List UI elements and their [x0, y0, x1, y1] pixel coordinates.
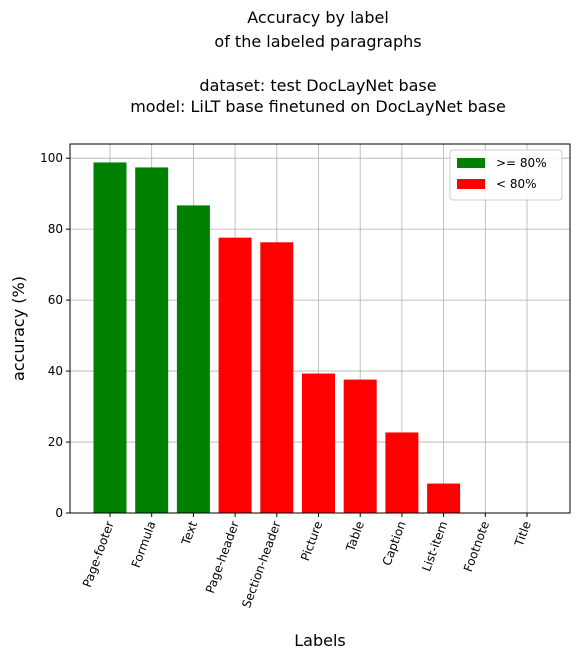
y-axis-label: accuracy (%)	[9, 276, 28, 381]
bar-picture	[302, 373, 335, 513]
legend: >= 80% < 80%	[449, 149, 563, 201]
bar-text	[176, 205, 210, 514]
x-axis-label: Labels	[294, 631, 346, 650]
bar-caption	[385, 432, 419, 513]
y-tick-label: 100	[40, 151, 63, 165]
y-tick-label: 0	[55, 506, 63, 520]
bar-formula	[135, 167, 169, 514]
bar-table	[343, 379, 377, 513]
y-tick-label: 60	[48, 293, 63, 307]
y-tick-label: 80	[48, 222, 63, 236]
x-tick-label: Section-header	[239, 519, 283, 610]
legend-label: < 80%	[496, 177, 537, 191]
x-tick-label: Table	[343, 519, 367, 554]
plot-frame	[69, 143, 571, 514]
chart-subtitle-model: model: LiLT base finetuned on DocLayNet …	[130, 97, 506, 116]
legend-swatch	[457, 158, 485, 168]
legend-label: >= 80%	[496, 156, 547, 170]
chart-title: Accuracy by label of the labeled paragra…	[130, 8, 506, 116]
chart-subtitle-dataset: dataset: test DocLayNet base	[199, 76, 436, 95]
chart-title-line-2: of the labeled paragraphs	[214, 32, 421, 51]
legend-swatch	[457, 179, 485, 189]
x-tick-label: Title	[512, 519, 534, 549]
x-tick-label: Formula	[129, 519, 159, 569]
x-tick-label: Text	[178, 519, 200, 548]
bar-page-footer	[93, 162, 127, 513]
chart-title-line-1: Accuracy by label	[247, 8, 389, 27]
x-tick-label: List-item	[419, 519, 450, 573]
bar-list-item	[427, 483, 461, 513]
x-tick-label: Picture	[298, 519, 325, 563]
y-tick-label: 20	[48, 435, 63, 449]
x-tick-label: Footnote	[461, 519, 492, 574]
y-axis: 0 20 40 60 80 100	[40, 151, 70, 520]
bar-page-header	[218, 237, 252, 513]
bar-section-header	[260, 242, 294, 513]
x-axis: Page-footer Formula Text Page-headerSection…	[80, 513, 534, 610]
x-tick-label: Caption	[380, 519, 409, 567]
y-tick-label: 40	[48, 364, 63, 378]
x-tick-label: Page-footer	[80, 519, 117, 589]
bars	[93, 162, 461, 514]
x-tick-label: Page-header	[203, 519, 242, 595]
